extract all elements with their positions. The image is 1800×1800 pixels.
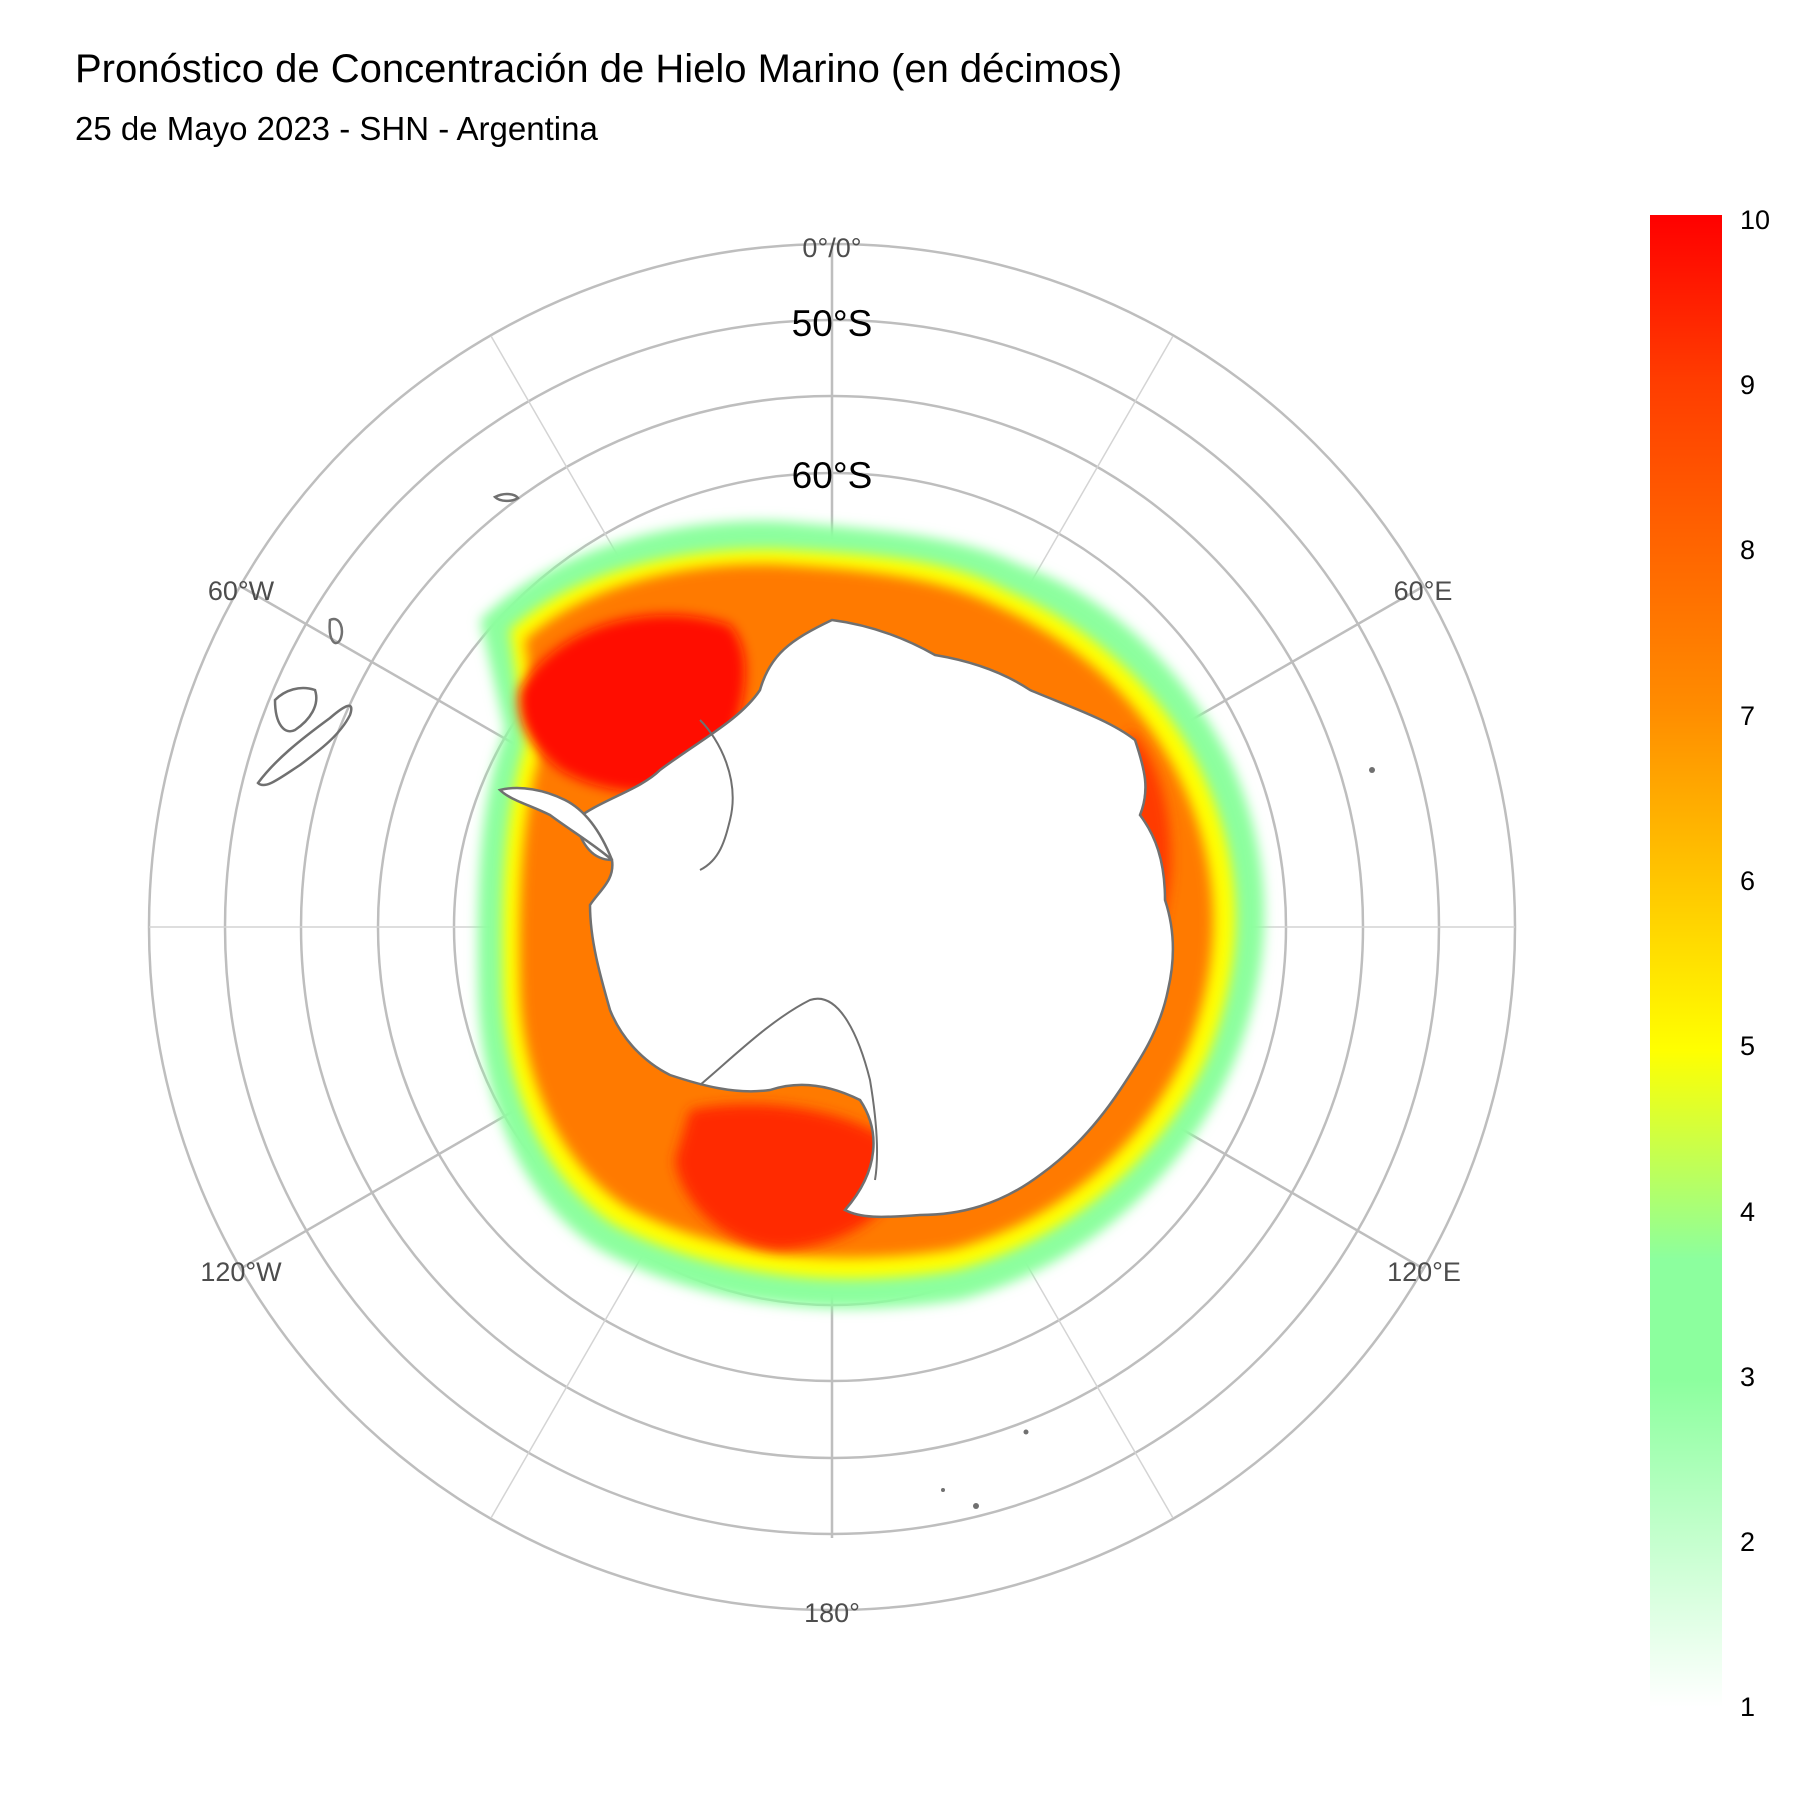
ross-ice-shelf-outline [699,997,879,1181]
lat-label-60s: 60°S [792,455,873,496]
antarctic-peninsula [497,786,614,861]
sub-antarctic-islands [941,767,1375,1509]
island-auckland [941,1488,945,1492]
legend-tick-8: 8 [1740,535,1756,565]
lon-label-60w: 60°W [208,576,275,606]
latitude-labels: 50°S 60°S [792,303,873,496]
legend-tick-9: 9 [1740,370,1756,400]
lon-label-180: 180° [804,1598,860,1628]
island-kerguelen [1369,767,1375,773]
patagonia-islands [328,617,344,645]
legend-tick-4: 4 [1740,1197,1756,1227]
lon-label-60e: 60°E [1394,576,1453,606]
ronne-ice-shelf-outline [699,719,734,871]
ross-sea-max [675,1104,902,1250]
antarctica [497,618,1175,1219]
lon-label-120e: 120°E [1387,1257,1461,1287]
chart-subtitle: 25 de Mayo 2023 - SHN - Argentina [75,110,598,147]
falkland-islands [492,492,520,503]
weddell-sea-max [519,614,746,793]
lon-label-120w: 120°W [200,1257,282,1287]
lat-label-50s: 50°S [792,303,873,344]
legend-tick-6: 6 [1740,866,1756,896]
legend-tick-10: 10 [1740,205,1771,235]
legend-tick-1: 1 [1740,1692,1756,1722]
island-campbell [973,1503,979,1509]
patagonia-coast [273,686,318,733]
legend-colorbar [1650,215,1722,1707]
legend-tick-5: 5 [1740,1031,1756,1061]
legend-tick-7: 7 [1740,701,1756,731]
tierra-del-fuego [256,704,353,787]
longitude-labels: 0°/0° 60°E 120°E 180° 120°W 60°W [200,233,1461,1628]
island-macquarie [1023,1429,1029,1435]
legend-tick-2: 2 [1740,1527,1756,1557]
lon-label-0: 0°/0° [802,233,861,263]
south-america [256,492,520,787]
chart-title: Pronóstico de Concentración de Hielo Mar… [75,47,1123,91]
legend-tick-3: 3 [1740,1362,1756,1392]
